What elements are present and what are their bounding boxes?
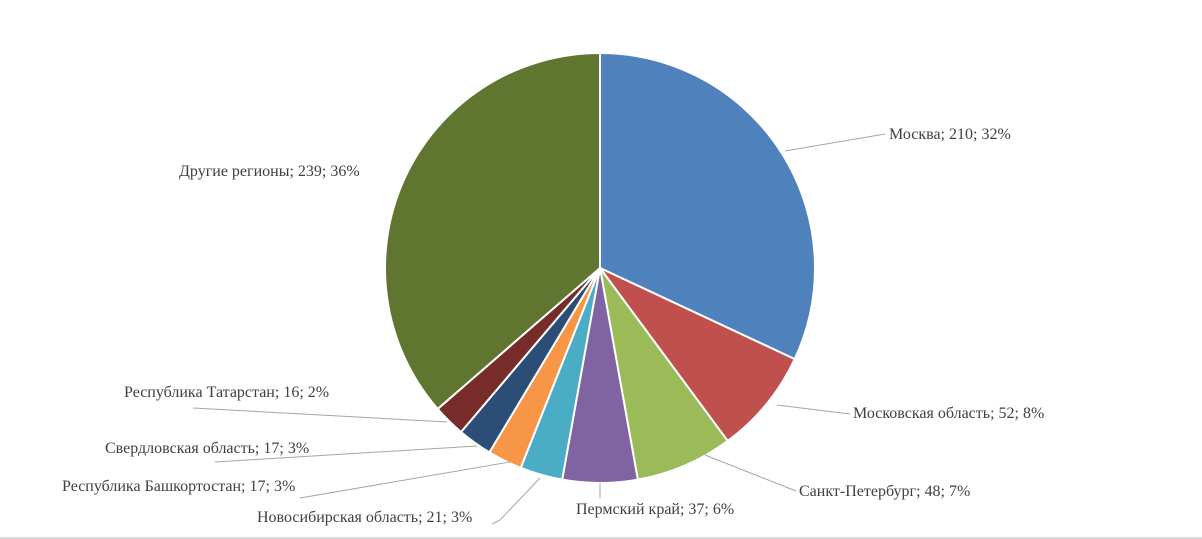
data-label-permskiy-kray: Пермский край; 37; 6% [576, 501, 734, 518]
leader-line-0 [784, 133, 886, 152]
leader-line-5 [299, 461, 511, 499]
data-label-drugie-regiony: Другие регионы; 239; 36% [179, 163, 360, 180]
leader-line-1 [776, 404, 851, 415]
data-label-moskva: Москва; 210; 32% [889, 126, 1011, 143]
pie-slice-1 [599, 267, 796, 442]
pie-slice-0 [599, 52, 816, 361]
leader-line-6 [214, 445, 478, 463]
leader-line-7 [192, 407, 448, 423]
leader-line-2 [704, 454, 797, 492]
data-label-tatarstan: Республика Татарстан; 16; 2% [124, 384, 329, 401]
data-label-novosibirskaya-oblast: Новосибирская область; 21; 3% [257, 509, 472, 526]
data-label-sverdlovskaya-oblast: Свердловская область; 17; 3% [105, 440, 309, 457]
data-label-moskovskaya-oblast: Московская область; 52; 8% [853, 405, 1044, 422]
data-label-sankt-peterburg: Санкт-Петербург; 48; 7% [799, 483, 970, 500]
pie-slice-8 [384, 52, 601, 410]
leader-line-4 [491, 477, 541, 525]
pie-slice-2 [599, 267, 729, 481]
data-label-bashkortostan: Республика Башкортостан; 17; 3% [62, 478, 295, 495]
